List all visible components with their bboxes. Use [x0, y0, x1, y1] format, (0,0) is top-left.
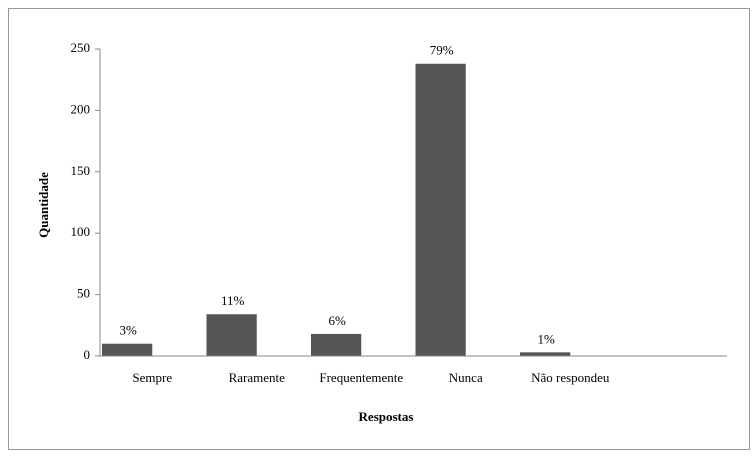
y-tick-label: 250 [71, 40, 91, 55]
bar [102, 343, 153, 356]
x-tick-label: Raramente [229, 370, 286, 385]
x-tick-label: Nunca [449, 370, 483, 385]
bar [520, 352, 571, 356]
bar-annotation: 11% [221, 293, 245, 308]
bar-annotation: 1% [537, 331, 555, 346]
bar-annotation: 6% [328, 313, 346, 328]
bar [311, 333, 362, 356]
x-axis-title: Respostas [359, 409, 414, 424]
x-tick-label: Não respondeu [531, 370, 610, 385]
bar [415, 63, 466, 357]
bar [206, 314, 257, 356]
x-tick-label: Frequentemente [319, 370, 403, 385]
y-tick-label: 50 [77, 286, 90, 301]
y-tick-label: 150 [71, 163, 91, 178]
chart-frame [8, 8, 750, 450]
y-tick-label: 200 [71, 101, 91, 116]
y-axis-title: Quantidade [36, 172, 51, 238]
y-tick-label: 100 [71, 224, 91, 239]
x-tick-label: Sempre [132, 370, 172, 385]
y-tick-label: 0 [84, 347, 91, 362]
bar-annotation: 79% [430, 43, 454, 58]
bar-annotation: 3% [119, 323, 137, 338]
